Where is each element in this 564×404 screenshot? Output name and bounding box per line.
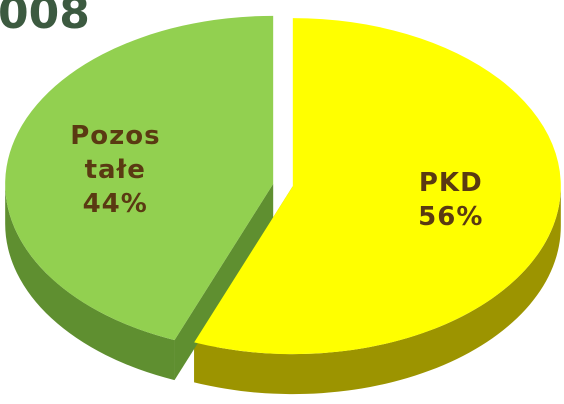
category-label: PKD <box>418 168 483 199</box>
value-label: 44% <box>82 188 148 219</box>
pie-slice <box>5 15 274 341</box>
category-label: Pozos tałe <box>70 120 161 185</box>
slice-label: Pozos tałe 44% <box>60 119 170 221</box>
value-label: 56% <box>418 202 484 233</box>
chart-title: 008 <box>0 0 90 39</box>
pie-cut <box>174 183 274 381</box>
pie-slice <box>194 18 561 355</box>
slice-label: PKD 56% <box>396 166 506 234</box>
pie-side <box>194 186 561 395</box>
pie-side <box>5 183 175 381</box>
